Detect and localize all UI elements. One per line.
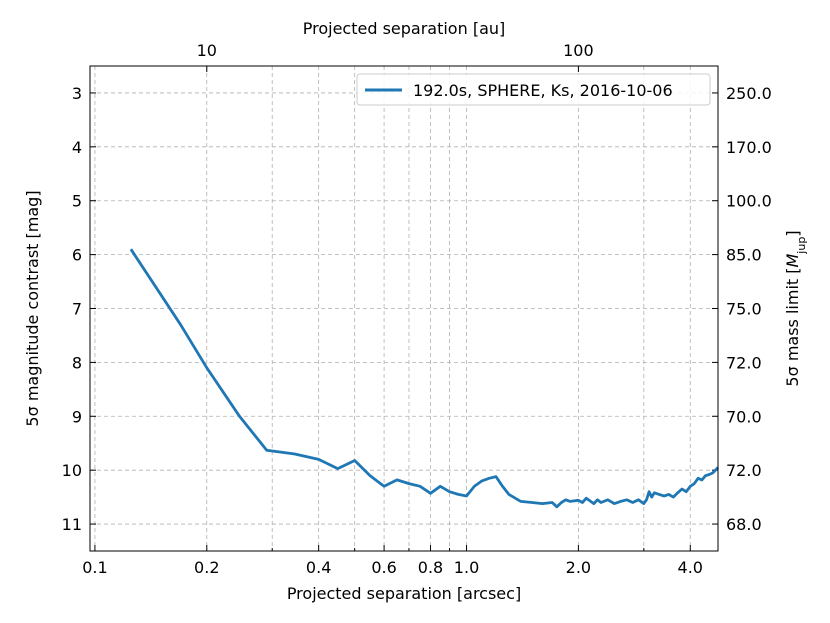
series-layer bbox=[129, 248, 720, 509]
grid-layer bbox=[90, 66, 718, 551]
x-tick-label: 4.0 bbox=[678, 558, 703, 577]
series-line bbox=[129, 248, 720, 509]
right-y-axis-label-symbol: M bbox=[783, 254, 802, 268]
right-y-axis-label: 5σ mass limit [Mjup] bbox=[783, 230, 808, 386]
x-tick-label: 0.8 bbox=[418, 558, 443, 577]
x-axis-label: Projected separation [arcsec] bbox=[287, 584, 521, 603]
top-x-tick-label: 10 bbox=[197, 41, 217, 60]
y-tick-label: 8 bbox=[72, 353, 82, 372]
right-y-tick-label: 85.0 bbox=[726, 246, 762, 265]
right-y-tick-label: 170.0 bbox=[726, 138, 772, 157]
right-y-tick-label: 100.0 bbox=[726, 192, 772, 211]
y-tick-label: 10 bbox=[62, 461, 82, 480]
top-x-tick-label: 100 bbox=[563, 41, 594, 60]
right-y-axis-label-close: ] bbox=[783, 230, 802, 236]
y-tick-label: 7 bbox=[72, 300, 82, 319]
x-tick-label: 1.0 bbox=[454, 558, 479, 577]
x-tick-label: 0.1 bbox=[82, 558, 107, 577]
right-y-tick-label: 68.0 bbox=[726, 515, 762, 534]
x-tick-label: 0.2 bbox=[194, 558, 219, 577]
y-tick-label: 3 bbox=[72, 84, 82, 103]
y-tick-label: 11 bbox=[62, 515, 82, 534]
right-y-tick-label: 250.0 bbox=[726, 84, 772, 103]
y-axis-label: 5σ magnitude contrast [mag] bbox=[23, 190, 42, 426]
x-tick-label: 2.0 bbox=[566, 558, 591, 577]
tick-layer: 0.1 0.2 0.4 0.6 0.8 1.0 2.0 4.0 10 100 3 4 5 6 7 8 9 10 11… bbox=[62, 41, 772, 577]
legend-label: 192.0s, SPHERE, Ks, 2016-10-06 bbox=[413, 81, 673, 100]
y-tick-label: 4 bbox=[72, 138, 82, 157]
x-tick-label: 0.6 bbox=[371, 558, 396, 577]
right-y-axis-label-main: 5σ mass limit [ bbox=[783, 268, 802, 387]
right-y-tick-label: 70.0 bbox=[726, 407, 762, 426]
legend: 192.0s, SPHERE, Ks, 2016-10-06 bbox=[356, 73, 711, 106]
y-tick-label: 9 bbox=[72, 407, 82, 426]
y-tick-label: 5 bbox=[72, 192, 82, 211]
right-y-axis-label-sub: jup bbox=[795, 237, 808, 255]
right-y-tick-label: 75.0 bbox=[726, 300, 762, 319]
plot-frame bbox=[89, 65, 719, 552]
legend-box bbox=[356, 73, 711, 106]
right-y-tick-label: 72.0 bbox=[726, 353, 762, 372]
right-y-tick-label: 72.0 bbox=[726, 461, 762, 480]
y-tick-label: 6 bbox=[72, 246, 82, 265]
top-x-axis-label: Projected separation [au] bbox=[303, 19, 506, 38]
x-tick-label: 0.4 bbox=[306, 558, 331, 577]
